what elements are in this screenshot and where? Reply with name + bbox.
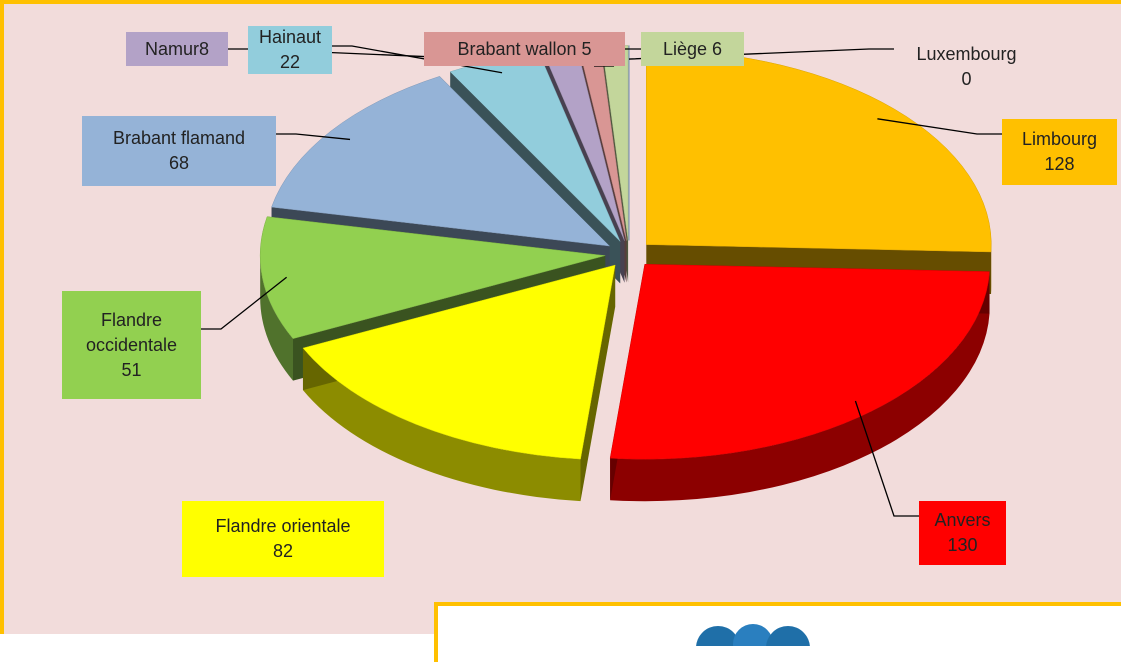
data-label: Brabant wallon 5 [424,32,625,66]
label-name: Luxembourg [916,42,1016,67]
label-name: Anvers [934,508,990,533]
label-name: Namur [145,37,199,62]
label-value: 130 [947,533,977,558]
label-name: Brabant flamand [113,126,245,151]
label-value: 6 [712,37,722,62]
label-value: 51 [121,358,141,383]
label-value: 5 [582,37,592,62]
logo [438,606,1121,646]
label-value: 68 [169,151,189,176]
label-name: Flandre orientale [215,514,350,539]
label-value: 82 [273,539,293,564]
label-name: Liège [663,37,707,62]
label-name: Brabant wallon [457,37,576,62]
slice [610,264,989,459]
label-value: 8 [199,37,209,62]
label-name: Flandre occidentale [66,308,197,358]
label-value: 22 [280,50,300,75]
label-name: Hainaut [259,25,321,50]
label-name: Limbourg [1022,127,1097,152]
label-value: 0 [961,67,971,92]
data-label: Liège 6 [641,32,744,66]
logo-box [434,602,1121,662]
label-value: 128 [1044,152,1074,177]
